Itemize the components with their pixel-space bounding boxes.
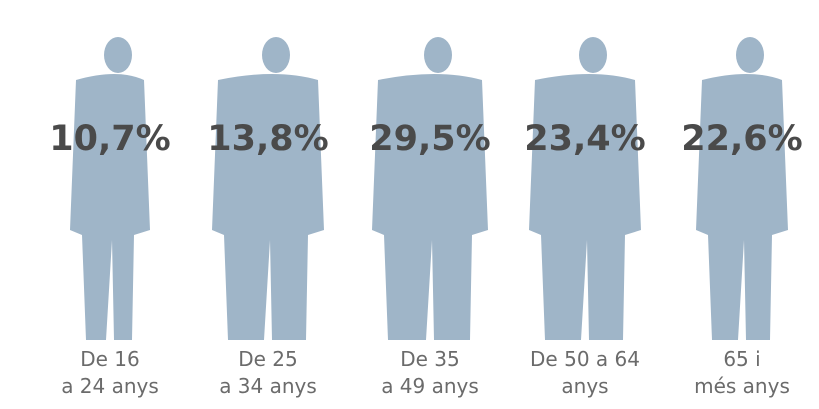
category-label: De 16	[80, 347, 140, 371]
category-label: 65 i	[723, 347, 760, 371]
value-label: 22,6%	[681, 119, 802, 159]
silhouette-head	[104, 37, 132, 73]
value-label: 13,8%	[207, 119, 328, 159]
value-label: 23,4%	[524, 119, 645, 159]
silhouette-body	[212, 74, 324, 340]
value-label: 10,7%	[49, 119, 170, 159]
silhouette-body	[372, 74, 488, 340]
silhouette-head	[736, 37, 764, 73]
category-label: De 50 a 64	[530, 347, 640, 371]
category-label: més anys	[694, 374, 790, 398]
silhouette-body	[529, 74, 641, 340]
silhouette-head	[424, 37, 452, 73]
category-label: a 24 anys	[61, 374, 159, 398]
category-label: a 49 anys	[381, 374, 479, 398]
silhouette-body	[696, 74, 788, 340]
silhouette-head	[579, 37, 607, 73]
value-label: 29,5%	[369, 119, 490, 159]
silhouette-head	[262, 37, 290, 73]
category-label: a 34 anys	[219, 374, 317, 398]
silhouette-body	[70, 74, 150, 340]
chart: 10,7% De 16 a 24 anys 13,8% De 25 a 34 anys 29…	[0, 0, 819, 409]
category-label: De 35	[400, 347, 460, 371]
category-label: anys	[561, 374, 608, 398]
category-label: De 25	[238, 347, 298, 371]
